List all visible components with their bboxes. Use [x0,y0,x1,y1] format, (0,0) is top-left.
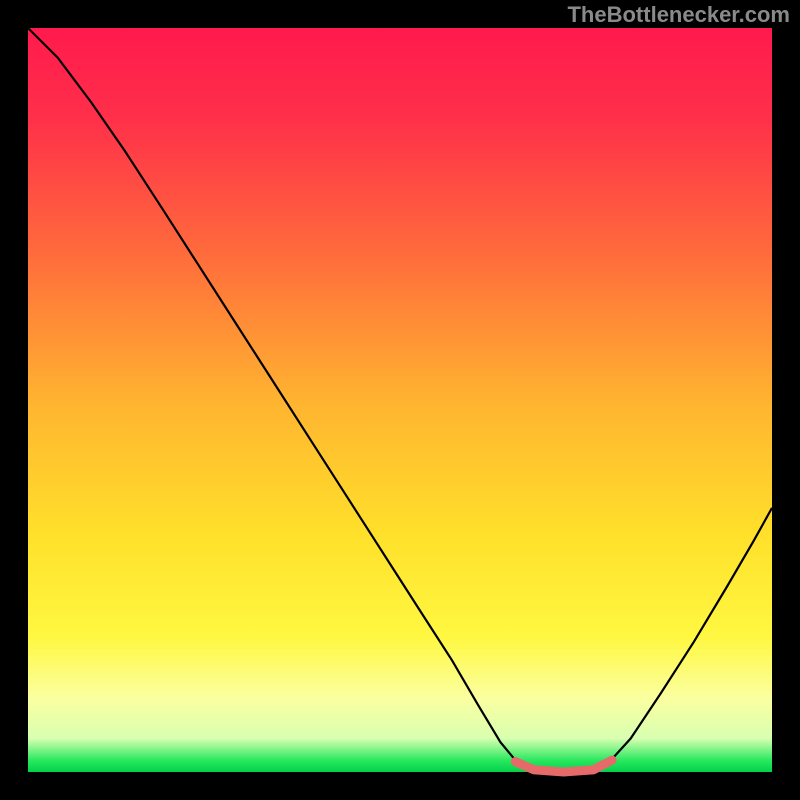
chart-canvas: TheBottlenecker.com [0,0,800,800]
chart-svg [0,0,800,800]
gradient-plot-area [28,28,772,772]
watermark-text: TheBottlenecker.com [567,2,790,28]
